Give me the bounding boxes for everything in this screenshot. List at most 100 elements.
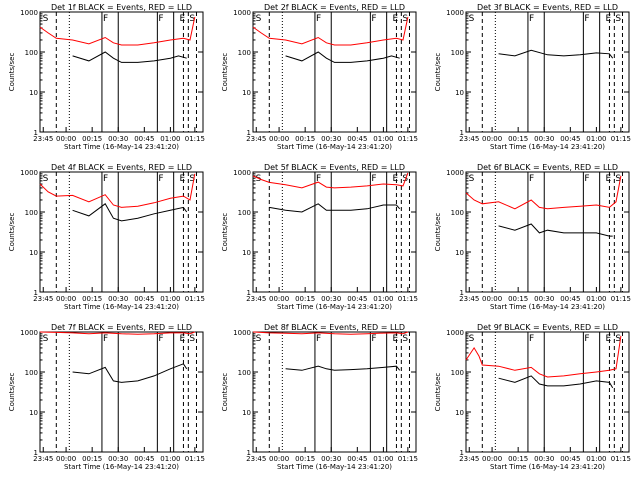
y-axis-label: Counts/sec [221, 53, 229, 92]
x-tick-label: 01:15 [398, 455, 418, 463]
x-tick-label: 01:15 [185, 295, 205, 303]
x-tick-label: 00:00 [269, 455, 289, 463]
x-tick-label: 00:30 [534, 455, 554, 463]
plot-title: Det 1f BLACK = Events, RED = LLD [51, 3, 192, 12]
plot-panel-4: Det 4f BLACK = Events, RED = LLD 1 10 100 10… [8, 163, 205, 311]
phase-marker: F [316, 334, 321, 344]
y-tick-label: 10 [242, 249, 251, 257]
x-tick-label: 00:45 [134, 135, 154, 143]
x-tick-label: 00:45 [347, 295, 367, 303]
phase-marker: F [371, 334, 376, 344]
phase-marker: F [158, 14, 163, 24]
plot-frame [252, 331, 417, 453]
phase-marker: S [43, 174, 49, 184]
y-axis-label: Counts/sec [221, 213, 229, 252]
y-axis-label: Counts/sec [434, 213, 442, 252]
y-tick-label: 1 [34, 289, 38, 297]
y-axis-label: Counts/sec [221, 373, 229, 412]
x-tick-label: 00:45 [134, 295, 154, 303]
x-tick-label: 00:30 [321, 295, 341, 303]
phase-marker: E [393, 14, 399, 24]
x-tick-label: 00:30 [534, 295, 554, 303]
phase-marker: S [402, 334, 408, 344]
plot-title: Det 4f BLACK = Events, RED = LLD [51, 163, 192, 172]
phase-marker: E [606, 14, 612, 24]
x-tick-label: 00:15 [295, 455, 315, 463]
phase-marker: E [180, 334, 186, 344]
x-tick-label: 01:00 [160, 295, 180, 303]
x-tick-label: 00:30 [108, 135, 128, 143]
phase-marker: E [606, 174, 612, 184]
x-tick-label: 01:15 [398, 135, 418, 143]
y-tick-label: 100 [25, 209, 38, 217]
plot-title: Det 6f BLACK = Events, RED = LLD [477, 163, 618, 172]
plot-panel-1: Det 1f BLACK = Events, RED = LLD 1 10 100 10… [8, 3, 205, 151]
phase-marker: F [158, 334, 163, 344]
phase-marker: F [529, 334, 534, 344]
y-axis-label: Counts/sec [8, 213, 16, 252]
y-tick-label: 1000 [233, 329, 251, 337]
series-lld [39, 173, 196, 208]
x-tick-label: 00:15 [82, 455, 102, 463]
plot-panel-7: Det 7f BLACK = Events, RED = LLD 1 10 100 10… [8, 323, 205, 471]
x-tick-label: 23:45 [246, 295, 266, 303]
x-tick-label: 00:00 [269, 135, 289, 143]
y-tick-label: 100 [238, 49, 251, 57]
x-tick-label: 23:45 [33, 455, 53, 463]
y-tick-label: 1000 [446, 9, 464, 17]
x-tick-label: 00:15 [82, 295, 102, 303]
x-tick-label: 23:45 [459, 135, 479, 143]
x-tick-label: 00:00 [56, 455, 76, 463]
y-tick-label: 1 [34, 129, 38, 137]
x-tick-label: 00:30 [321, 455, 341, 463]
x-axis-label: Start Time (16-May-14 23:41:20) [490, 143, 605, 151]
plot-frame [252, 11, 417, 133]
phase-marker: F [103, 334, 108, 344]
y-tick-label: 1 [34, 449, 38, 457]
x-tick-label: 00:00 [482, 295, 502, 303]
series-lld [252, 172, 409, 189]
phase-marker: F [316, 174, 321, 184]
plot-panel-3: Det 3f BLACK = Events, RED = LLD 1 10 100 10… [434, 3, 631, 151]
y-tick-label: 1000 [446, 169, 464, 177]
y-tick-label: 1 [460, 289, 464, 297]
phase-marker: F [584, 334, 589, 344]
x-axis-label: Start Time (16-May-14 23:41:20) [277, 143, 392, 151]
x-tick-label: 23:45 [33, 135, 53, 143]
plot-title: Det 2f BLACK = Events, RED = LLD [264, 3, 405, 12]
y-axis-label: Counts/sec [434, 53, 442, 92]
series-events [72, 363, 188, 383]
x-tick-label: 00:45 [347, 455, 367, 463]
y-axis-label: Counts/sec [8, 373, 16, 412]
x-tick-label: 01:15 [611, 295, 631, 303]
x-tick-label: 23:45 [459, 295, 479, 303]
plot-frame [39, 11, 204, 133]
plot-frame [252, 171, 417, 293]
y-tick-label: 100 [25, 369, 38, 377]
x-tick-label: 01:15 [611, 455, 631, 463]
y-tick-label: 1000 [20, 169, 38, 177]
phase-marker: S [469, 174, 475, 184]
phase-marker: E [180, 14, 186, 24]
y-tick-label: 10 [242, 409, 251, 417]
x-tick-label: 00:15 [508, 295, 528, 303]
phase-marker: E [393, 174, 399, 184]
plot-panel-6: Det 6f BLACK = Events, RED = LLD 1 10 100 10… [434, 163, 631, 311]
phase-marker: F [103, 174, 108, 184]
y-tick-label: 1 [247, 289, 251, 297]
y-tick-label: 1000 [446, 329, 464, 337]
x-axis-label: Start Time (16-May-14 23:41:20) [64, 303, 179, 311]
series-lld [39, 16, 196, 46]
x-tick-label: 00:00 [269, 295, 289, 303]
y-tick-label: 1000 [20, 9, 38, 17]
phase-marker: S [256, 174, 262, 184]
phase-marker: S [189, 334, 195, 344]
phase-marker: S [615, 174, 621, 184]
x-tick-label: 00:45 [347, 135, 367, 143]
plot-panel-5: Det 5f BLACK = Events, RED = LLD 1 10 100 10… [221, 163, 418, 311]
x-axis-label: Start Time (16-May-14 23:41:20) [490, 463, 605, 471]
plot-panel-8: Det 8f BLACK = Events, RED = LLD 1 10 100 10… [221, 323, 418, 471]
x-tick-label: 00:45 [560, 295, 580, 303]
series-events [269, 203, 401, 213]
x-tick-label: 23:45 [246, 455, 266, 463]
